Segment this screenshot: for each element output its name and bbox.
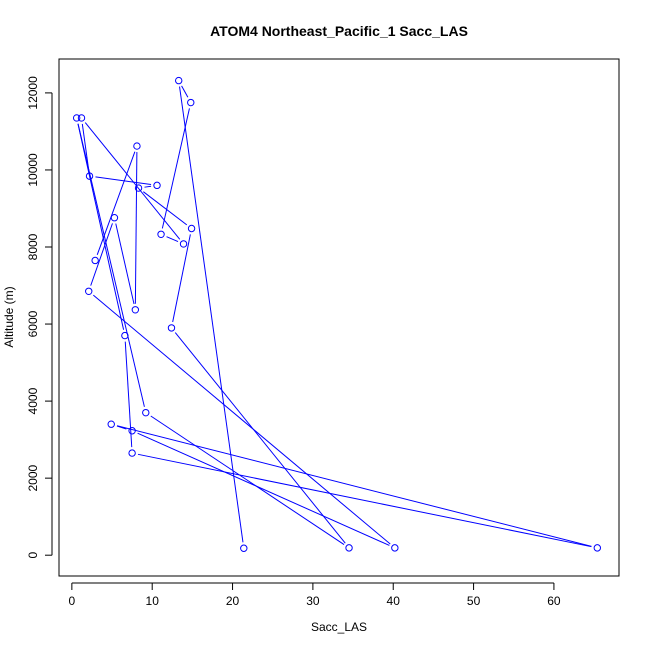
series-line-segment — [93, 294, 391, 545]
series-line-segment — [90, 223, 113, 286]
y-tick-label: 0 — [26, 552, 40, 559]
series-line-segment — [181, 85, 189, 98]
x-tick-label: 30 — [306, 594, 320, 608]
x-tick-label: 20 — [226, 594, 240, 608]
series-line-segment — [116, 425, 127, 430]
series-line-segment — [81, 123, 90, 171]
y-tick-label: 10000 — [26, 153, 40, 187]
data-point — [593, 544, 602, 552]
data-point — [133, 142, 141, 150]
data-point — [85, 172, 94, 180]
series-line-segment — [161, 108, 190, 229]
data-point — [134, 184, 143, 192]
data-series — [72, 76, 602, 552]
data-point — [128, 427, 136, 435]
y-tick-label: 2000 — [26, 464, 40, 491]
data-point — [142, 408, 150, 417]
data-point — [121, 331, 129, 340]
data-point — [72, 114, 81, 122]
data-point — [345, 544, 353, 552]
series-line-segment — [143, 191, 188, 226]
y-tick-label: 4000 — [26, 387, 40, 414]
x-tick-label: 10 — [146, 594, 160, 608]
y-tick-label: 8000 — [26, 233, 40, 260]
series-line-segment — [137, 453, 592, 548]
x-tick-label: 0 — [69, 594, 76, 608]
series-line-segment — [137, 432, 390, 546]
data-point — [91, 256, 99, 265]
data-point — [153, 181, 161, 190]
x-tick-label: 50 — [467, 594, 481, 608]
series-line-segment — [174, 332, 346, 544]
series-line-segment — [172, 234, 191, 323]
data-point — [175, 76, 183, 85]
series-line-segment — [96, 151, 136, 256]
series-line-segment — [150, 415, 345, 545]
data-point — [179, 240, 188, 248]
data-point — [85, 287, 93, 296]
y-tick-label: 6000 — [26, 310, 40, 337]
data-point — [131, 306, 140, 314]
y-axis-label: Altitude (m) — [2, 286, 16, 347]
data-point — [187, 98, 195, 107]
data-point — [187, 224, 196, 233]
y-axis: 0 2000 4000 6000 8000 10000 12000 — [26, 76, 53, 559]
series-line-segment — [84, 122, 181, 240]
x-axis-label: Sacc_LAS — [311, 620, 367, 634]
data-point — [391, 544, 399, 552]
data-point — [110, 214, 119, 222]
series-line-segment — [166, 236, 179, 243]
series-line-segment — [179, 86, 244, 543]
series-line-segment — [115, 223, 135, 305]
x-tick-label: 60 — [547, 594, 561, 608]
data-point — [167, 324, 176, 332]
y-tick-label: 12000 — [26, 76, 40, 110]
data-point — [240, 544, 248, 552]
data-point — [157, 230, 165, 238]
series-line-segment — [95, 176, 152, 186]
plot-area-border — [58, 58, 620, 577]
series-line-segment — [134, 152, 138, 304]
x-axis: 0 10 20 30 40 50 60 — [69, 582, 561, 608]
data-point — [77, 114, 86, 122]
series-line-segment — [77, 123, 125, 330]
data-point — [128, 449, 136, 457]
series-line-segment — [77, 123, 145, 407]
series-line-segment — [116, 425, 592, 547]
series-line-segment — [144, 185, 152, 188]
chart-title: ATOM4 Northeast_Pacific_1 Sacc_LAS — [210, 23, 468, 39]
data-point — [107, 420, 115, 428]
x-tick-label: 40 — [387, 594, 401, 608]
